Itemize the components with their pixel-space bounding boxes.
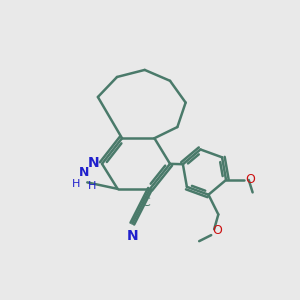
Text: H: H: [88, 181, 96, 191]
Text: N: N: [88, 156, 100, 170]
Text: N: N: [127, 229, 139, 243]
Text: O: O: [212, 224, 222, 238]
Text: C: C: [142, 196, 150, 209]
Text: N: N: [79, 167, 89, 179]
Text: H: H: [71, 179, 80, 190]
Text: O: O: [245, 173, 255, 186]
